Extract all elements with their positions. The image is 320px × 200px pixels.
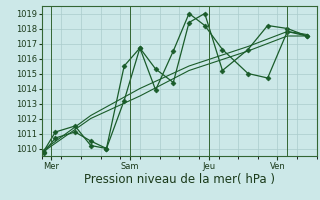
X-axis label: Pression niveau de la mer( hPa ): Pression niveau de la mer( hPa ) <box>84 173 275 186</box>
